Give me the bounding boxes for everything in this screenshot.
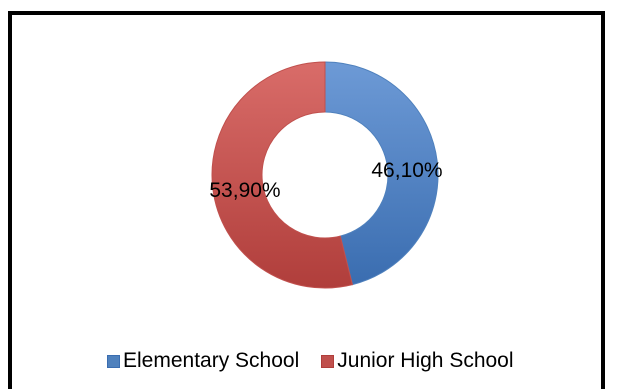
slice-junior-high-school	[211, 61, 354, 289]
chart-frame: 46,10% 53,90% Elementary School Junior Hi…	[8, 11, 605, 389]
legend-swatch-junior-high-school	[321, 354, 335, 368]
legend-label-junior-high-school: Junior High School	[337, 349, 514, 372]
labels-group: 46,10% 53,90%	[209, 159, 442, 202]
data-label-junior-high-school: 53,90%	[209, 179, 280, 202]
data-label-elementary-school: 46,10%	[371, 159, 442, 182]
slices-group	[211, 61, 439, 289]
legend-label-elementary-school: Elementary School	[123, 349, 300, 372]
slice-elementary-school	[324, 61, 439, 286]
legend-item-junior-high-school: Junior High School	[321, 349, 514, 373]
donut-chart: 46,10% 53,90%	[209, 61, 443, 289]
legend-swatch-elementary-school	[107, 354, 120, 368]
legend-item-elementary-school: Elementary School	[107, 349, 299, 373]
chart-legend: Elementary School Junior High School	[107, 348, 536, 374]
